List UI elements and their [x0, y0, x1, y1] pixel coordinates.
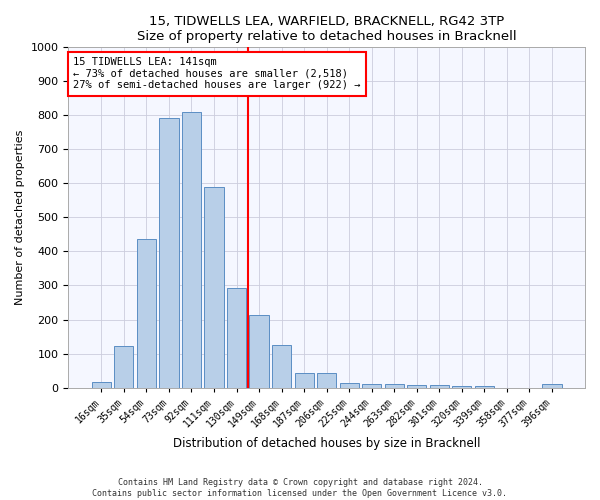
Bar — [542, 384, 562, 388]
Title: 15, TIDWELLS LEA, WARFIELD, BRACKNELL, RG42 3TP
Size of property relative to det: 15, TIDWELLS LEA, WARFIELD, BRACKNELL, R… — [137, 15, 517, 43]
Bar — [362, 384, 381, 388]
Bar — [137, 240, 156, 388]
Bar — [295, 374, 314, 388]
Y-axis label: Number of detached properties: Number of detached properties — [15, 130, 25, 305]
X-axis label: Distribution of detached houses by size in Bracknell: Distribution of detached houses by size … — [173, 437, 481, 450]
Bar — [205, 186, 224, 388]
Bar — [317, 374, 336, 388]
Bar — [227, 288, 246, 388]
Bar — [475, 386, 494, 388]
Text: 15 TIDWELLS LEA: 141sqm
← 73% of detached houses are smaller (2,518)
27% of semi: 15 TIDWELLS LEA: 141sqm ← 73% of detache… — [73, 57, 361, 90]
Text: Contains HM Land Registry data © Crown copyright and database right 2024.
Contai: Contains HM Land Registry data © Crown c… — [92, 478, 508, 498]
Bar — [92, 382, 111, 388]
Bar — [452, 386, 472, 388]
Bar — [385, 384, 404, 388]
Bar — [430, 385, 449, 388]
Bar — [340, 382, 359, 388]
Bar — [182, 112, 201, 388]
Bar — [407, 385, 427, 388]
Bar — [160, 118, 179, 388]
Bar — [114, 346, 133, 388]
Bar — [250, 316, 269, 388]
Bar — [272, 345, 291, 388]
